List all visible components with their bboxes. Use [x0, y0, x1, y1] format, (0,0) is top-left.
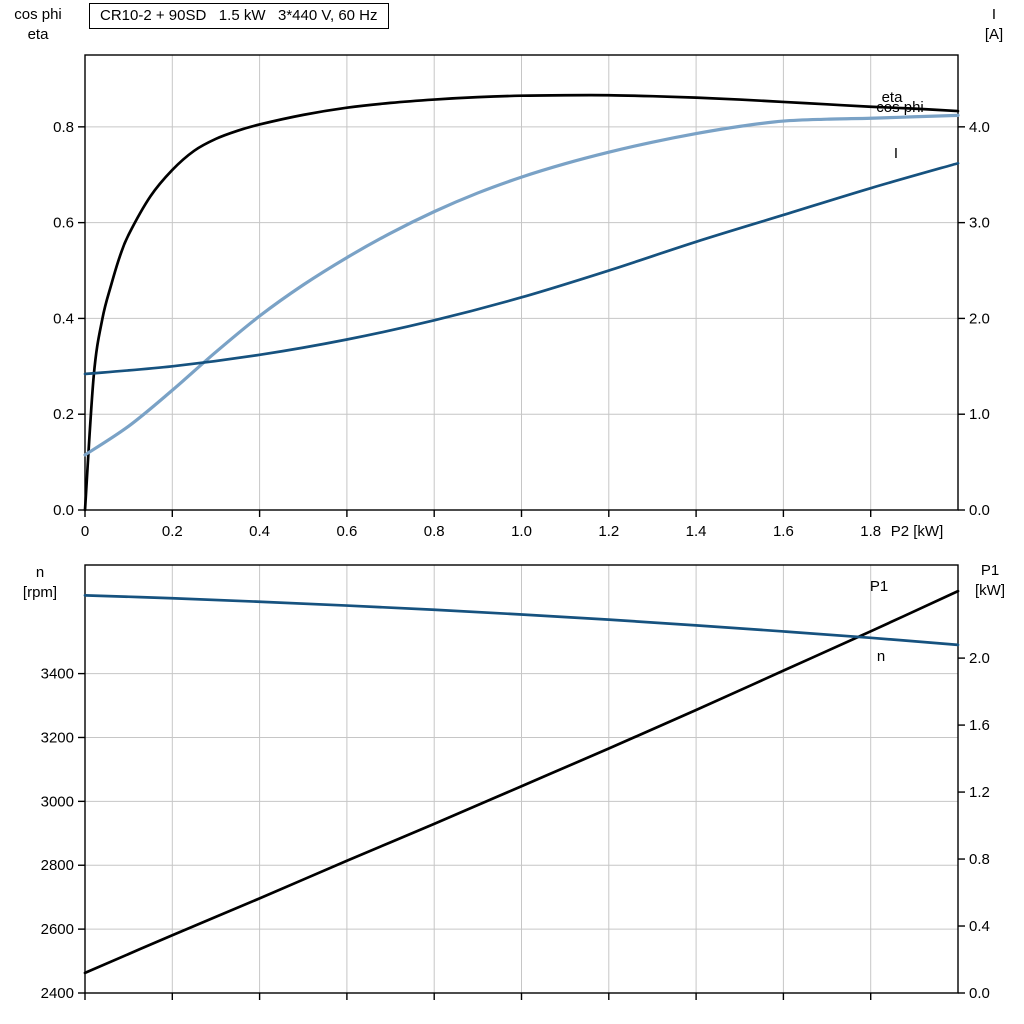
right-tick-label: 2.0	[969, 650, 990, 667]
axis-label-p1-unit: [kW]	[975, 582, 1005, 600]
bottom-tick-label: 1.4	[686, 523, 707, 540]
axis-label-current: I	[991, 6, 997, 23]
left-tick-label: 0.8	[53, 119, 74, 136]
right-tick-label: 2.0	[969, 310, 990, 327]
curve-n	[83, 593, 960, 647]
right-tick-label: 0.4	[969, 918, 990, 935]
left-tick-label: 0.4	[53, 310, 74, 327]
bottom-left-axis-label: n [rpm]	[8, 563, 72, 604]
left-tick-label: 2600	[41, 921, 74, 938]
right-tick-label: 3.0	[969, 215, 990, 232]
left-tick-label: 0.2	[53, 406, 74, 423]
top-left-axis-label: cos phi eta	[6, 5, 70, 46]
right-tick-label: 0.0	[969, 985, 990, 1002]
bottom-tick-label: 1.2	[598, 523, 619, 540]
chart-top: 0.0 0.2 0.4 0.6 0.8 0.0 1.0 2.0 3.0 4.0 0 0.2 0.4 0.6…	[53, 54, 990, 540]
right-tick-label: 1.2	[969, 784, 990, 801]
bottom-tick-label: 0.4	[249, 523, 270, 540]
curve-cos-phi	[83, 113, 960, 457]
bottom-tick-label: 0	[81, 523, 89, 540]
left-tick-label: 0.6	[53, 215, 74, 232]
left-tick-label: 2400	[41, 985, 74, 1002]
axis-label-eta: eta	[27, 26, 49, 44]
bottom-tick-label: 0.2	[162, 523, 183, 540]
right-tick-label: 1.0	[969, 406, 990, 423]
curve-eta	[83, 93, 960, 512]
axis-label-speed: n	[35, 564, 45, 581]
right-tick-label: 1.6	[969, 717, 990, 734]
curve-I	[83, 161, 960, 376]
chart-bottom: 2400 2600 2800 3000 3200 3400 0.0 0.4 0.8 1.2 1.6 2…	[41, 564, 990, 1002]
x-axis-unit-label: P2 [kW]	[891, 523, 944, 540]
curve-label-cos-phi: cos phi	[876, 99, 924, 116]
left-tick-label: 3400	[41, 666, 74, 683]
curve-P1	[83, 589, 960, 975]
bottom-right-axis-label: P1 [kW]	[960, 561, 1020, 602]
bottom-tick-label: 0.8	[424, 523, 445, 540]
left-tick-label: 3200	[41, 729, 74, 746]
axis-label-cos-phi: cos phi	[14, 6, 62, 23]
bottom-tick-label: 1.8	[860, 523, 881, 540]
bottom-tick-label: 1.0	[511, 523, 532, 540]
chart-title-box: CR10-2 + 90SD 1.5 kW 3*440 V, 60 Hz	[89, 3, 389, 29]
axis-label-speed-unit: [rpm]	[22, 584, 58, 602]
right-tick-label: 0.8	[969, 851, 990, 868]
axis-label-current-unit: [A]	[984, 26, 1004, 44]
left-tick-label: 2800	[41, 857, 74, 874]
left-tick-label: 0.0	[53, 502, 74, 519]
bottom-tick-label: 1.6	[773, 523, 794, 540]
bottom-tick-label: 0.6	[336, 523, 357, 540]
curve-label-n: n	[877, 648, 885, 665]
right-tick-label: 0.0	[969, 502, 990, 519]
curve-label-eta: eta	[882, 89, 904, 106]
right-tick-label: 4.0	[969, 119, 990, 136]
curve-label-P1: P1	[870, 578, 888, 595]
top-right-axis-label: I [A]	[970, 5, 1018, 46]
left-tick-label: 3000	[41, 793, 74, 810]
axis-label-p1: P1	[980, 562, 1000, 579]
curve-label-I: I	[894, 145, 898, 162]
